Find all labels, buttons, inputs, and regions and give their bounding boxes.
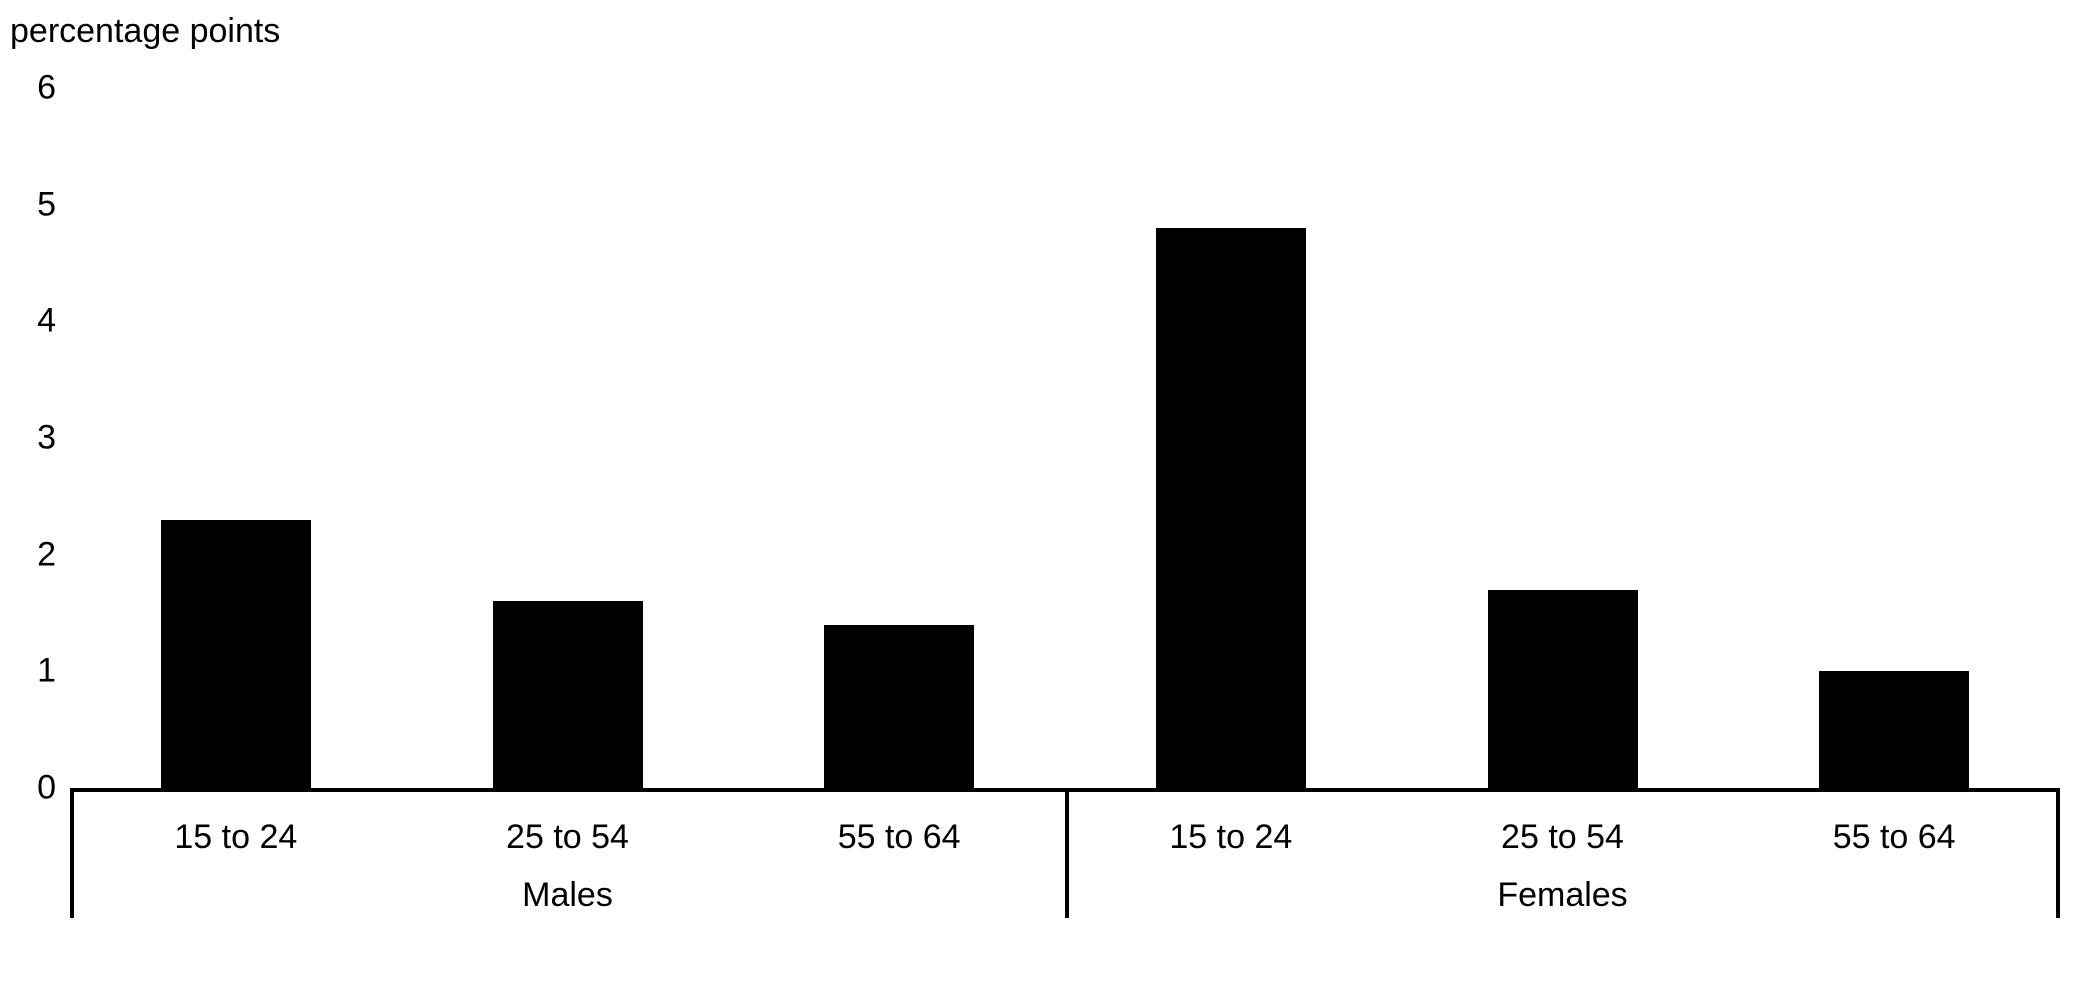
y-tick-label: 5	[16, 185, 56, 224]
plot-area: 012345615 to 2425 to 5455 to 64Males15 t…	[30, 88, 2060, 788]
group-label: Males	[522, 876, 613, 915]
y-tick-label: 4	[16, 302, 56, 341]
bar	[1156, 228, 1306, 788]
x-tick-label: 55 to 64	[838, 818, 961, 857]
bar	[493, 601, 643, 788]
group-divider	[2056, 788, 2060, 918]
y-axis-title: percentage points	[10, 12, 280, 51]
bar	[161, 520, 311, 788]
group-divider	[70, 788, 74, 918]
bar	[1488, 590, 1638, 788]
y-tick-label: 3	[16, 419, 56, 458]
x-tick-label: 25 to 54	[1501, 818, 1624, 857]
x-tick-label: 25 to 54	[506, 818, 629, 857]
bar	[1819, 671, 1969, 788]
chart-container: percentage points 012345615 to 2425 to 5…	[0, 0, 2091, 1004]
y-tick-label: 0	[16, 769, 56, 808]
y-tick-label: 1	[16, 652, 56, 691]
y-tick-label: 6	[16, 69, 56, 108]
x-tick-label: 15 to 24	[1169, 818, 1292, 857]
x-tick-label: 55 to 64	[1833, 818, 1956, 857]
bar	[824, 625, 974, 788]
group-divider	[1065, 788, 1069, 918]
group-label: Females	[1497, 876, 1627, 915]
x-tick-label: 15 to 24	[174, 818, 297, 857]
y-tick-label: 2	[16, 535, 56, 574]
